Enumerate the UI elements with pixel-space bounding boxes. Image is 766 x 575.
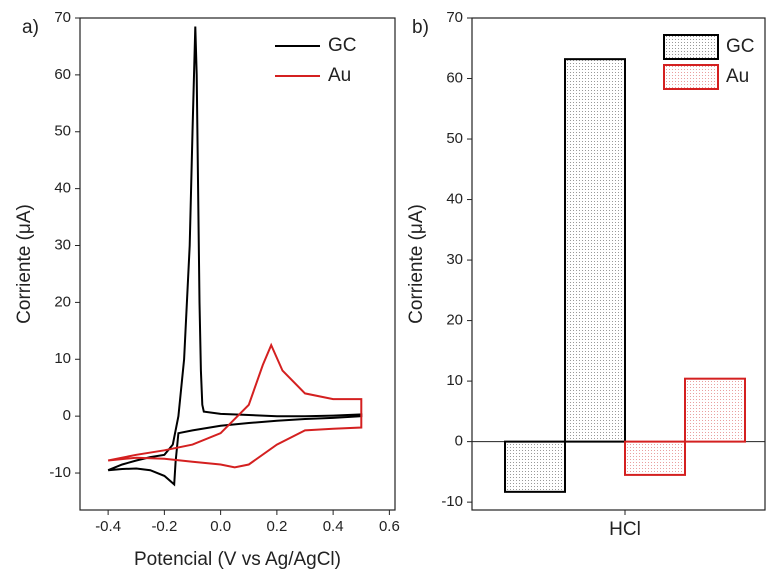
x-tick-label: 0.0 bbox=[210, 518, 231, 535]
x-tick-label: -0.2 bbox=[151, 518, 177, 535]
y-tick-label: 50 bbox=[446, 130, 463, 147]
x-tick-label: 0.2 bbox=[266, 518, 287, 535]
y-tick-label: -10 bbox=[441, 493, 463, 510]
y-axis-title: Corriente (μA) bbox=[406, 204, 427, 324]
y-tick-label: 0 bbox=[63, 407, 71, 424]
panel-label: b) bbox=[412, 17, 429, 38]
y-tick-label: 10 bbox=[446, 372, 463, 389]
plot-frame bbox=[471, 17, 766, 511]
y-tick-label: 30 bbox=[54, 236, 71, 253]
x-axis-title: Potencial (V vs Ag/AgCl) bbox=[134, 549, 341, 570]
legend-swatch bbox=[663, 34, 719, 60]
x-tick-label: 0.4 bbox=[323, 518, 344, 535]
panel-label: a) bbox=[22, 17, 39, 38]
legend-label: Au bbox=[726, 66, 749, 87]
y-tick-label: 10 bbox=[54, 350, 71, 367]
y-tick-label: 40 bbox=[54, 180, 71, 197]
legend-label: GC bbox=[328, 35, 357, 56]
legend-label: GC bbox=[726, 36, 755, 57]
x-tick-label: 0.6 bbox=[379, 518, 400, 535]
x-tick-label: -0.4 bbox=[95, 518, 121, 535]
curve bbox=[107, 26, 363, 487]
bar bbox=[504, 440, 566, 493]
y-tick-label: 70 bbox=[446, 9, 463, 26]
y-tick-label: 20 bbox=[54, 293, 71, 310]
y-tick-label: 50 bbox=[54, 123, 71, 140]
y-tick-label: 60 bbox=[446, 69, 463, 86]
bar bbox=[564, 58, 626, 443]
x-axis-title: HCl bbox=[609, 519, 641, 540]
bar bbox=[684, 377, 746, 443]
y-tick-label: 20 bbox=[446, 312, 463, 329]
y-tick-label: 40 bbox=[446, 191, 463, 208]
y-axis-title: Corriente (μA) bbox=[14, 204, 35, 324]
bar bbox=[624, 440, 686, 476]
curve bbox=[107, 342, 363, 469]
y-tick-label: 70 bbox=[54, 9, 71, 26]
y-tick-label: 0 bbox=[455, 433, 463, 450]
y-tick-label: -10 bbox=[49, 464, 71, 481]
legend-label: Au bbox=[328, 65, 351, 86]
y-tick-label: 60 bbox=[54, 66, 71, 83]
plot-frame bbox=[79, 17, 396, 511]
y-tick-label: 30 bbox=[446, 251, 463, 268]
legend-swatch bbox=[663, 64, 719, 90]
